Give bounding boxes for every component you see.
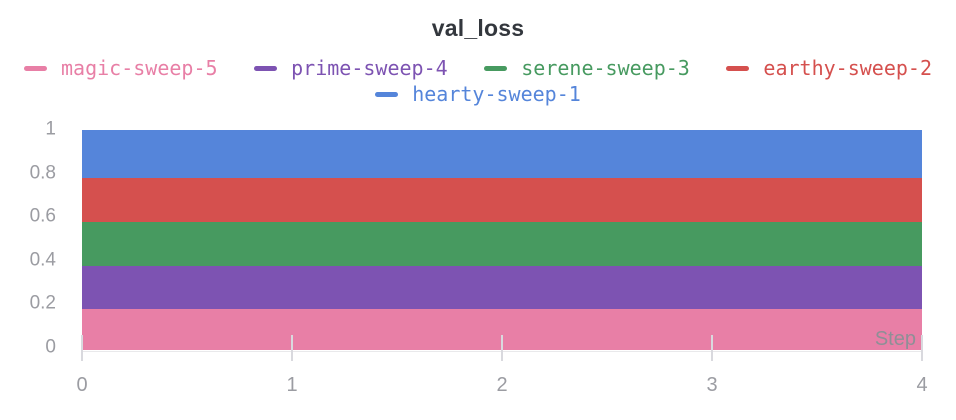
x-axis-title: Step [874,328,916,350]
legend-item-label: serene-sweep-3 [521,56,690,80]
y-axis: 0 0.2 0.4 0.6 0.8 1 [0,119,56,358]
series-line-serene-sweep-3[interactable] [82,221,922,267]
y-tick-label-0.4: 0.4 [29,249,56,271]
legend-line-icon [24,65,47,71]
legend-item-prime-sweep-4[interactable]: prime-sweep-4 [254,55,448,81]
x-tick-mark-1 [291,335,293,361]
x-tick-label-3: 3 [706,374,718,396]
plot-area[interactable]: Step 0 1 2 3 4 [76,130,928,396]
legend-item-label: magic-sweep-5 [61,56,218,80]
legend-item-magic-sweep-5[interactable]: magic-sweep-5 [24,55,218,81]
y-tick-label-0.2: 0.2 [29,292,56,314]
legend-item-earthy-sweep-2[interactable]: earthy-sweep-2 [726,55,932,81]
legend-item-hearty-sweep-1[interactable]: hearty-sweep-1 [375,81,581,107]
legend: magic-sweep-5 prime-sweep-4 serene-sweep-3… [0,55,956,107]
y-tick-label-0.8: 0.8 [29,162,56,184]
legend-line-icon [726,65,750,71]
legend-item-label: hearty-sweep-1 [412,82,581,106]
legend-line-icon [484,65,508,71]
x-tick-label-2: 2 [496,374,508,396]
legend-line-icon [254,65,278,71]
series-line-earthy-sweep-2[interactable] [82,177,922,222]
legend-item-serene-sweep-3[interactable]: serene-sweep-3 [484,55,690,81]
x-tick-mark-4 [921,335,923,361]
y-tick-label-0: 0 [45,336,56,358]
legend-line-icon [375,91,399,97]
x-tick-mark-0 [81,335,83,361]
series-line-prime-sweep-4[interactable] [82,266,922,309]
chart-title: val_loss [431,15,525,41]
x-tick-mark-3 [711,335,713,361]
x-tick-mark-2 [501,335,503,361]
series-line-hearty-sweep-1[interactable] [82,130,922,178]
y-tick-label-1: 1 [45,118,56,140]
legend-row-2: hearty-sweep-1 [0,81,956,107]
x-tick-label-1: 1 [286,374,298,396]
legend-item-label: prime-sweep-4 [291,56,448,80]
x-tick-label-4: 4 [916,374,928,396]
x-tick-label-0: 0 [76,374,88,396]
legend-item-label: earthy-sweep-2 [763,56,932,80]
legend-row-1: magic-sweep-5 prime-sweep-4 serene-sweep-3… [0,55,956,81]
y-tick-label-0.6: 0.6 [29,205,56,227]
